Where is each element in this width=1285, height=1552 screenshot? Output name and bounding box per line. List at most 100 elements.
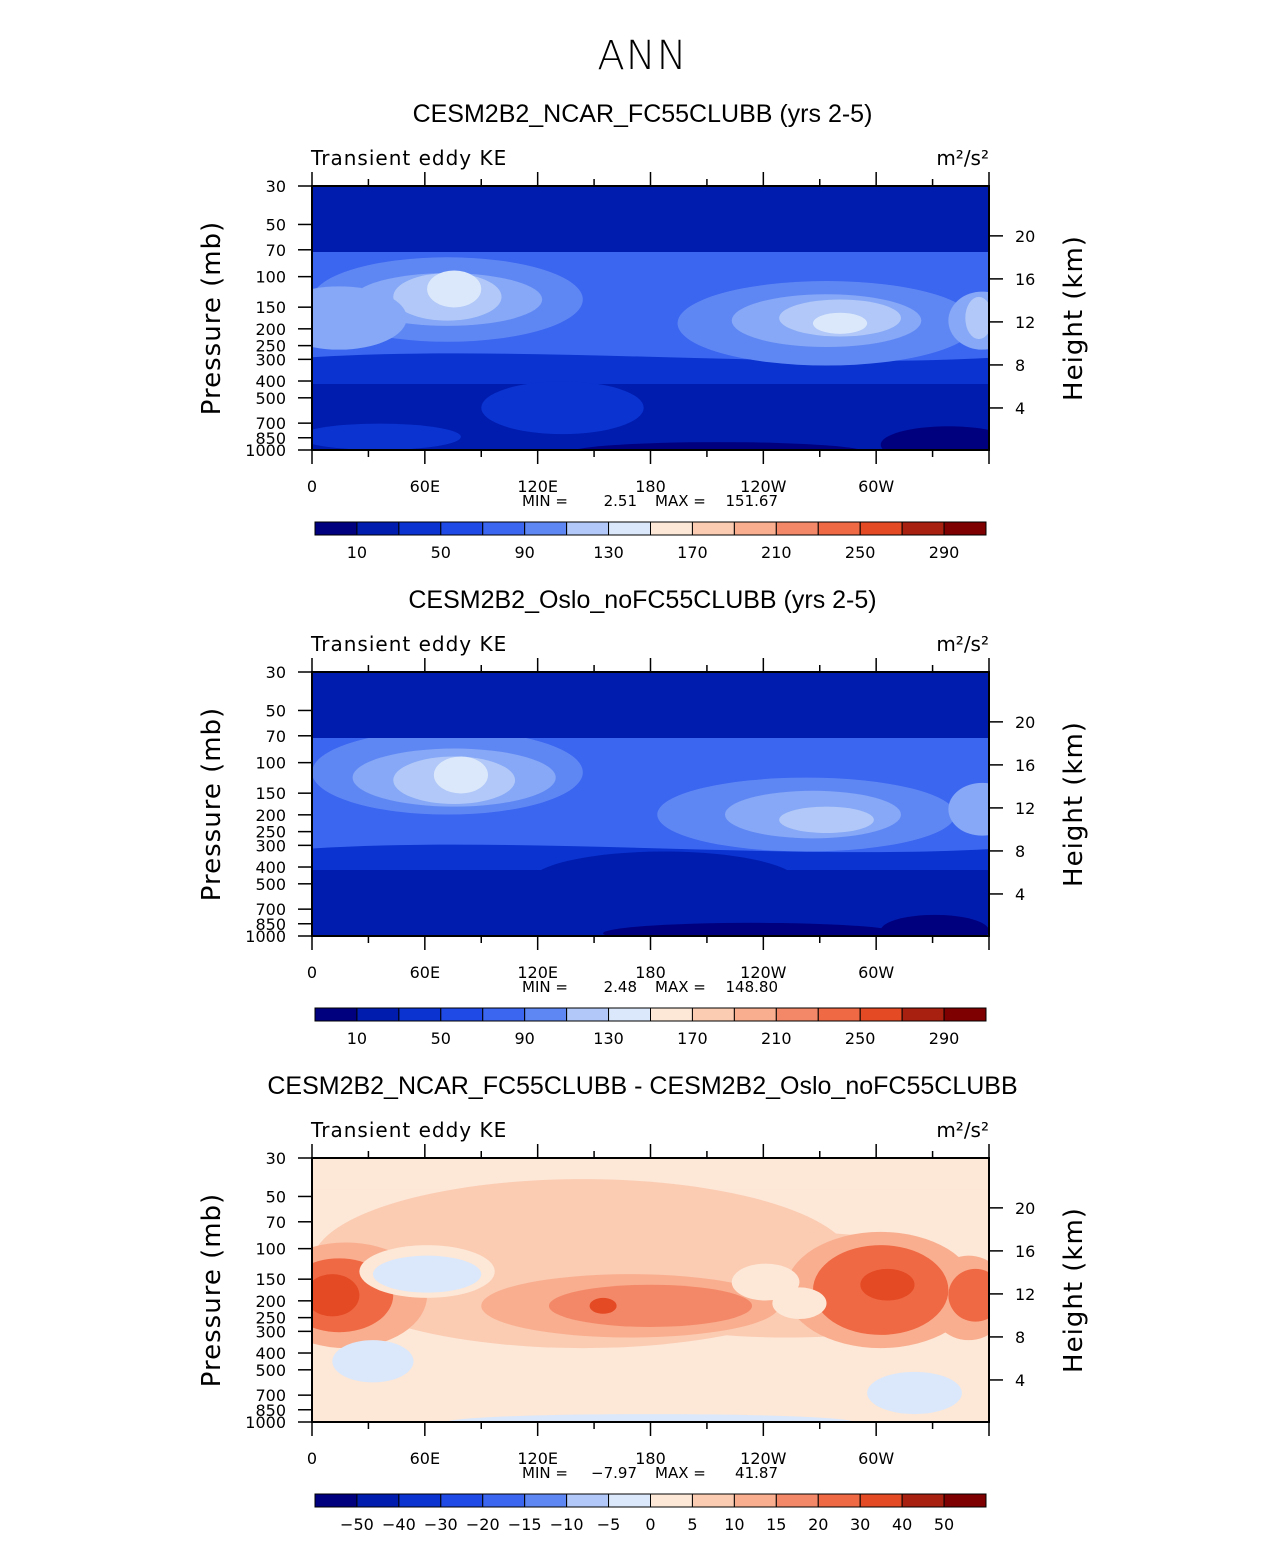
- y2-axis-label: Height (km): [1059, 721, 1089, 887]
- colorbar-box: [775, 1493, 819, 1508]
- colorbar-box: [901, 1007, 945, 1022]
- colorbar-box: [608, 521, 651, 536]
- y-tick-label: 200: [255, 320, 286, 339]
- colorbar-label: 40: [892, 1515, 912, 1534]
- variable-label: Transient eddy KE: [310, 632, 507, 656]
- x-tick-label: 0: [307, 477, 317, 496]
- colorbar-box: [650, 1007, 693, 1022]
- colorbar-label: −20: [466, 1515, 500, 1534]
- units-label: m²/s²: [936, 1118, 989, 1142]
- colorbar-label: 210: [761, 1029, 792, 1048]
- max-value: 148.80: [726, 978, 779, 996]
- y-tick-label: 300: [255, 836, 286, 855]
- colorbar-box: [356, 1007, 400, 1022]
- y2-tick-label: 16: [1015, 756, 1035, 775]
- colorbar-box: [775, 1007, 819, 1022]
- contour-fill: [332, 1340, 414, 1383]
- contour-fill: [312, 672, 989, 738]
- y-tick-label: 850: [255, 915, 286, 934]
- colorbar-label: −5: [597, 1515, 621, 1534]
- contour-fill: [447, 1414, 854, 1422]
- chart-svg: Transient eddy KE m²/s² 0 60E 120E 180 120W 60W…: [197, 1118, 1089, 1534]
- chart-panel: CESM2B2_NCAR_FC55CLUBB - CESM2B2_Oslo_no…: [0, 1072, 1285, 1552]
- colorbar-box: [398, 521, 442, 536]
- colorbar-box: [775, 521, 819, 536]
- colorbar-box: [943, 521, 987, 536]
- y-tick-label: 700: [255, 1386, 286, 1405]
- y2-tick-label: 4: [1015, 1371, 1025, 1390]
- colorbar-label: 130: [593, 543, 624, 562]
- contour-fill: [582, 888, 800, 931]
- colorbar-box: [817, 1007, 861, 1022]
- y2-tick-label: 20: [1015, 713, 1035, 732]
- colorbar-label: 10: [347, 1029, 367, 1048]
- colorbar-box: [440, 1493, 484, 1508]
- y-tick-label: 250: [255, 1309, 286, 1328]
- x-tick-label: 60E: [410, 477, 440, 496]
- colorbar-label: −30: [424, 1515, 458, 1534]
- colorbar-box: [314, 1007, 358, 1022]
- colorbar-box: [691, 1007, 735, 1022]
- x-tick-label: 120W: [740, 477, 787, 496]
- y-tick-label: 50: [266, 215, 286, 234]
- y2-tick-label: 4: [1015, 399, 1025, 418]
- colorbar-label: −40: [382, 1515, 416, 1534]
- panel-title: CESM2B2_Oslo_noFC55CLUBB (yrs 2-5): [408, 586, 877, 614]
- y-axis-label: Pressure (mb): [197, 1193, 227, 1387]
- colorbar-box: [859, 1007, 903, 1022]
- y2-tick-label: 8: [1015, 842, 1025, 861]
- contour-fill: [481, 381, 644, 435]
- units-label: m²/s²: [936, 632, 989, 656]
- colorbar-label: 90: [515, 543, 535, 562]
- colorbar-label: 290: [929, 543, 960, 562]
- y-tick-label: 200: [255, 806, 286, 825]
- colorbar-box: [859, 521, 903, 536]
- x-tick-label: 60E: [410, 963, 440, 982]
- min-label: MIN =: [522, 978, 568, 996]
- colorbar-label: 15: [766, 1515, 786, 1534]
- x-tick-label: 60W: [858, 477, 894, 496]
- y-tick-label: 70: [266, 727, 286, 746]
- max-value: 151.67: [726, 492, 779, 510]
- colorbar-box: [943, 1007, 987, 1022]
- x-tick-label: 120W: [740, 1449, 787, 1468]
- colorbar-label: 250: [845, 1029, 876, 1048]
- colorbar-label: 5: [687, 1515, 697, 1534]
- y2-tick-label: 12: [1015, 1285, 1035, 1304]
- min-label: MIN =: [522, 1464, 568, 1482]
- colorbar-label: 50: [431, 543, 451, 562]
- y-tick-label: 150: [255, 784, 286, 803]
- colorbar-box: [691, 1493, 735, 1508]
- colorbar-label: 170: [677, 543, 708, 562]
- figure-title: ANN: [597, 33, 688, 79]
- y-tick-label: 30: [266, 1149, 286, 1168]
- y-tick-label: 700: [255, 900, 286, 919]
- colorbar-label: 250: [845, 543, 876, 562]
- panel-title: CESM2B2_NCAR_FC55CLUBB - CESM2B2_Oslo_no…: [267, 1072, 1018, 1100]
- colorbar-box: [817, 521, 861, 536]
- x-tick-label: 180: [635, 477, 666, 496]
- colorbar-box: [398, 1007, 442, 1022]
- colorbar-box: [859, 1493, 903, 1508]
- colorbar-label: −50: [340, 1515, 374, 1534]
- contour-fill: [427, 270, 482, 308]
- x-tick-label: 60W: [858, 963, 894, 982]
- y-tick-label: 300: [255, 350, 286, 369]
- colorbar-box: [608, 1493, 651, 1508]
- units-label: m²/s²: [936, 146, 989, 170]
- y2-tick-label: 4: [1015, 885, 1025, 904]
- y-tick-label: 300: [255, 1322, 286, 1341]
- colorbar-box: [733, 521, 777, 536]
- colorbar-box: [943, 1493, 987, 1508]
- contour-fill: [312, 1274, 360, 1317]
- colorbar-box: [733, 1493, 777, 1508]
- contour-fill: [860, 1268, 915, 1301]
- max-label: MAX =: [655, 492, 706, 510]
- chart-panel: CESM2B2_NCAR_FC55CLUBB (yrs 2-5) Transien…: [0, 100, 1285, 580]
- x-tick-label: 120E: [517, 477, 558, 496]
- x-tick-label: 60E: [410, 1449, 440, 1468]
- contour-fill: [372, 1255, 482, 1293]
- chart-svg: Transient eddy KE m²/s² 0 60E 120E 180 120W 60W…: [197, 146, 1089, 562]
- y2-tick-label: 20: [1015, 1199, 1035, 1218]
- colorbar-box: [524, 1007, 568, 1022]
